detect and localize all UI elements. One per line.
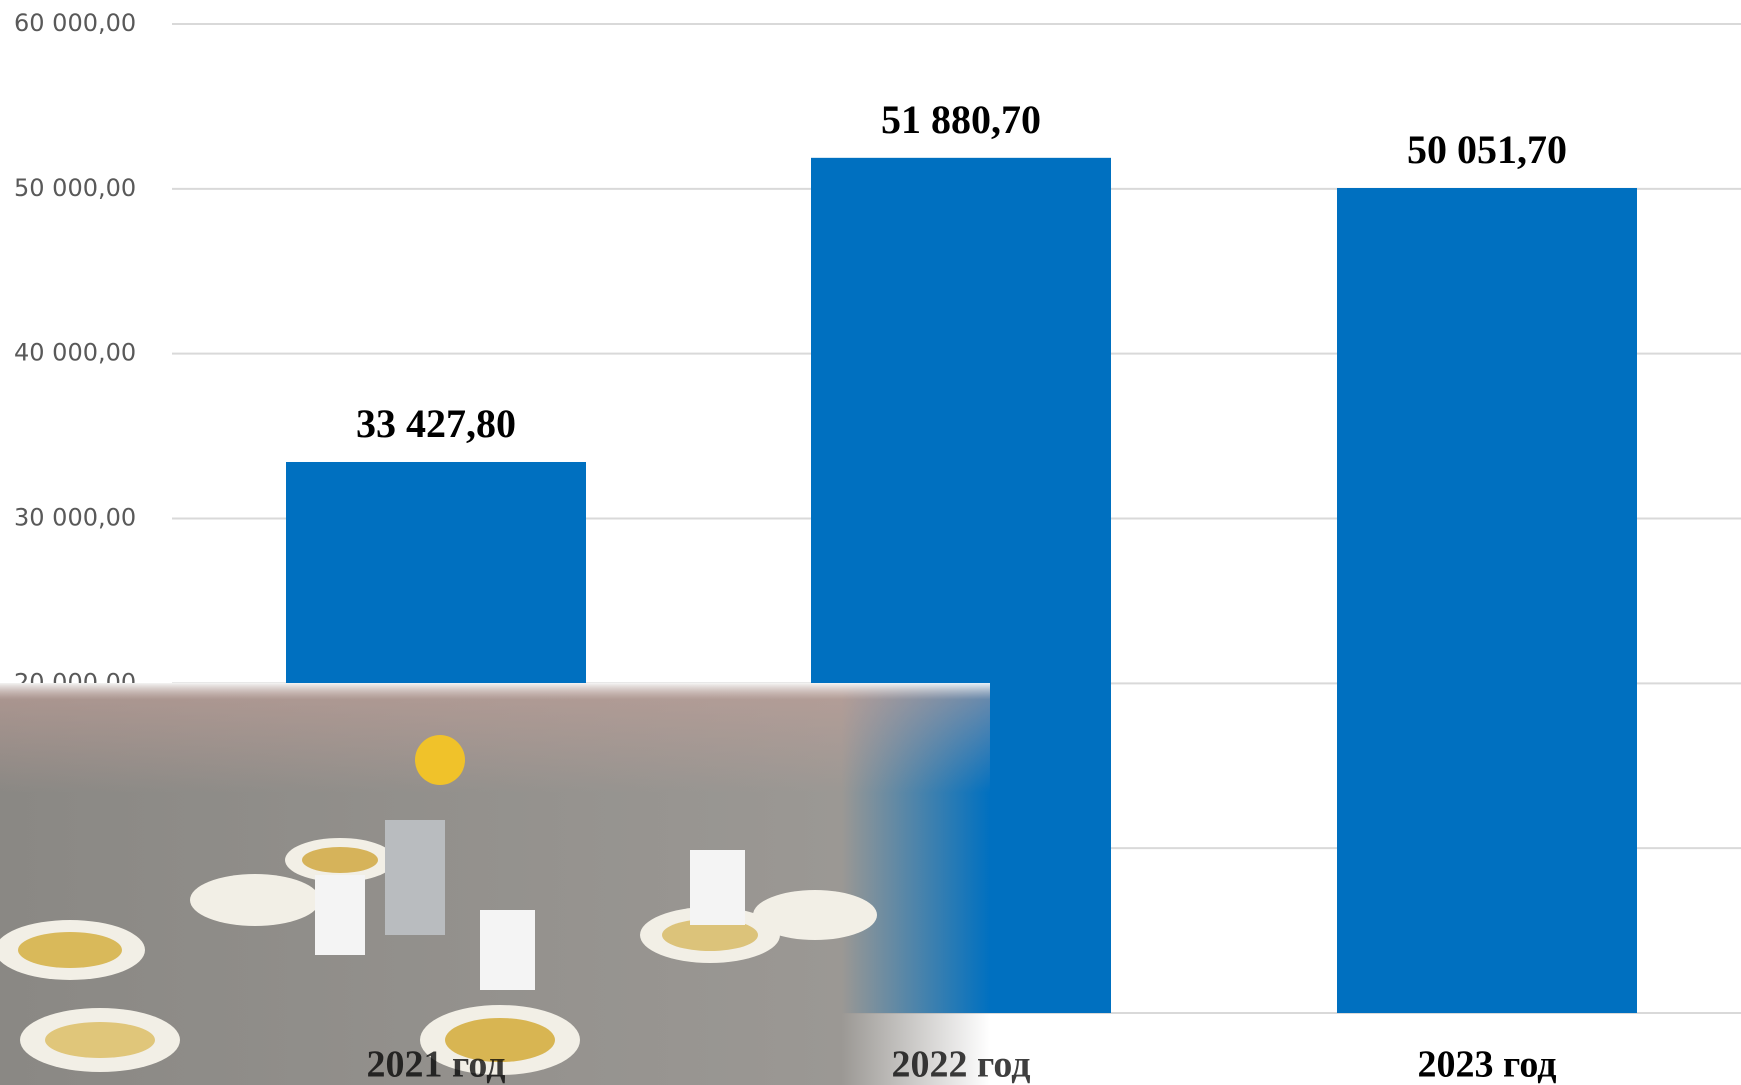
y-tick-label: 50 000,00 bbox=[14, 174, 136, 202]
y-tick-label: 60 000,00 bbox=[14, 9, 136, 37]
y-tick-label: 30 000,00 bbox=[14, 504, 136, 532]
value-label: 50 051,70 bbox=[1407, 127, 1567, 172]
x-tick-label: 2022 год bbox=[892, 1044, 1031, 1085]
value-label: 33 427,80 bbox=[356, 401, 516, 446]
bar bbox=[1337, 188, 1637, 1013]
value-label: 51 880,70 bbox=[881, 97, 1041, 142]
x-tick-label: 2023 год bbox=[1418, 1044, 1557, 1085]
chart: 0,0010 000,0020 000,0030 000,0040 000,00… bbox=[0, 0, 1741, 1085]
photo-overlay bbox=[0, 683, 990, 1085]
x-tick-label: 2021 год bbox=[367, 1044, 506, 1085]
y-tick-label: 40 000,00 bbox=[14, 339, 136, 367]
